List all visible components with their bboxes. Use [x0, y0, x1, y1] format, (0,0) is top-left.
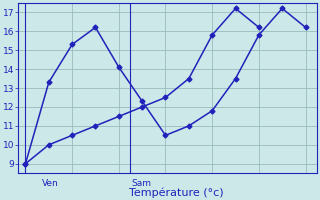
Text: Sam: Sam: [131, 179, 151, 188]
Text: Température (°c): Température (°c): [129, 188, 223, 198]
Text: Ven: Ven: [42, 179, 58, 188]
